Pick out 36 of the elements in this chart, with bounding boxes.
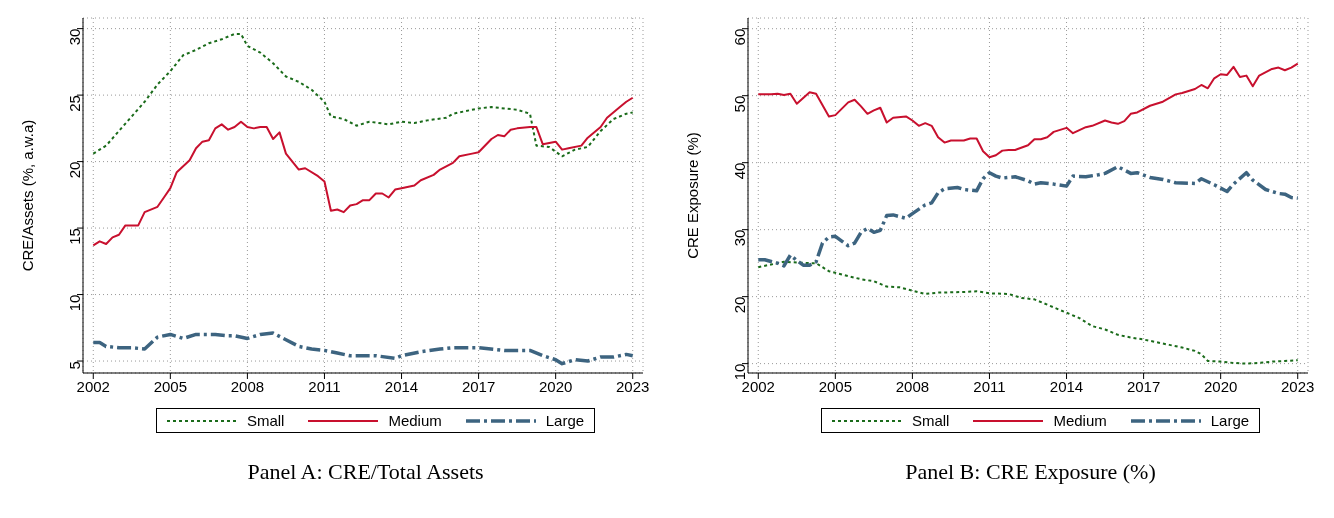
y-tick-label: 5 xyxy=(66,361,84,370)
y-tick-label: 10 xyxy=(66,294,84,312)
x-tick-label: 2023 xyxy=(616,377,650,395)
x-tick-label: 2014 xyxy=(384,377,419,395)
x-tick-label: 2008 xyxy=(895,377,930,395)
x-tick-label: 2017 xyxy=(461,377,496,395)
x-tick-label: 2008 xyxy=(230,377,265,395)
x-tick-label: 2002 xyxy=(76,377,110,395)
legend-label: Small xyxy=(246,412,285,429)
y-tick-label: 60 xyxy=(731,28,749,46)
legend-label: Small xyxy=(911,412,950,429)
x-tick-label: 2005 xyxy=(818,377,853,395)
x-tick-label: 2020 xyxy=(1203,377,1238,395)
x-tick-label: 2020 xyxy=(538,377,573,395)
y-tick-label: 40 xyxy=(731,162,749,180)
y-tick-label: 30 xyxy=(731,229,749,247)
legend-label: Medium xyxy=(388,412,442,429)
legend-label: Large xyxy=(545,412,585,429)
x-tick-label: 2023 xyxy=(1281,377,1315,395)
x-tick-label: 2005 xyxy=(153,377,188,395)
y-tick-label: 20 xyxy=(66,161,84,179)
legend-label: Large xyxy=(1210,412,1250,429)
text: Panel A: CRE/Total Assets xyxy=(246,459,485,485)
y-axis-title: CRE Exposure (%) xyxy=(684,132,702,259)
y-tick-label: 30 xyxy=(66,28,84,46)
x-tick-label: 2017 xyxy=(1126,377,1161,395)
legend-label: Medium xyxy=(1053,412,1107,429)
y-axis-title: CRE/Assets (%, a.w.a) xyxy=(19,119,37,272)
x-tick-label: 2011 xyxy=(308,377,341,395)
y-tick-label: 20 xyxy=(731,296,749,314)
y-tick-label: 25 xyxy=(66,95,84,112)
text: Panel B: CRE Exposure (%) xyxy=(904,459,1157,485)
x-tick-label: 2014 xyxy=(1049,377,1084,395)
x-tick-label: 2011 xyxy=(973,377,1006,395)
y-tick-label: 50 xyxy=(731,95,749,113)
y-tick-label: 15 xyxy=(66,228,84,245)
